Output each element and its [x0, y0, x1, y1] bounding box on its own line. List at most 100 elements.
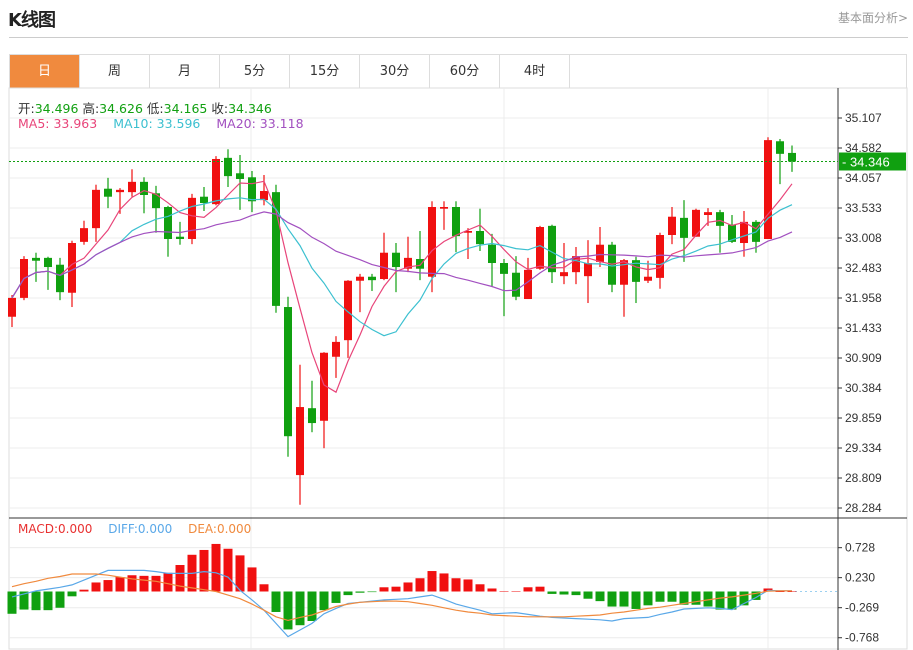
macd-bar-negative [355, 591, 365, 593]
macd-bar-positive [235, 555, 245, 592]
macd-bar-negative [667, 591, 677, 602]
ma5-line [11, 180, 793, 394]
y-tick-label: 30.384 [845, 381, 882, 395]
macd-bar-positive [163, 572, 173, 592]
macd-bar-negative [319, 591, 329, 611]
macd-bar-negative [271, 591, 281, 612]
macd-info: MACD:0.000 DIFF:0.000 DEA:0.000 [18, 522, 251, 536]
tab-30min[interactable]: 30分 [360, 55, 430, 88]
candle-down [284, 307, 292, 437]
period-tabs: 日 周 月 5分 15分 30分 60分 4时 [9, 54, 907, 88]
tab-week[interactable]: 周 [80, 55, 150, 88]
y-tick-label: 33.008 [845, 231, 882, 245]
macd-bar-negative [583, 591, 593, 599]
macd-bar-negative [547, 591, 557, 594]
macd-bar-positive [211, 543, 221, 592]
tab-60min[interactable]: 60分 [430, 55, 500, 88]
macd-bar-positive [403, 582, 413, 592]
candle-up [692, 209, 700, 237]
close-value: 34.346 [228, 101, 272, 116]
macd-bar-negative [43, 591, 53, 611]
macd-bar-negative [331, 591, 341, 603]
macd-bar-positive [415, 578, 425, 592]
macd-y-tick-label: -0.768 [845, 631, 879, 645]
open-label: 开: [18, 101, 35, 116]
y-tick-label: 29.859 [845, 411, 882, 425]
high-label: 高: [82, 101, 100, 116]
macd-bar-negative [715, 591, 725, 610]
macd-bar-positive [523, 587, 533, 592]
divider [9, 37, 908, 38]
candle-down [152, 193, 160, 209]
tab-15min[interactable]: 15分 [290, 55, 360, 88]
macd-bar-positive [91, 582, 101, 592]
candle-down [44, 257, 52, 268]
candle-down [272, 192, 280, 306]
candle-up [704, 212, 712, 215]
candle-down [488, 244, 496, 264]
candle-up [380, 252, 388, 280]
macd-bar-negative [631, 591, 641, 609]
candle-up [128, 181, 136, 193]
low-value: 34.165 [163, 101, 208, 116]
candle-down [164, 206, 172, 240]
candle-up [560, 272, 568, 277]
candle-up [212, 158, 220, 205]
macd-bar-negative [19, 591, 29, 610]
macd-bar-positive [103, 580, 113, 592]
candle-down [776, 141, 784, 154]
macd-bar-negative [607, 591, 617, 607]
ma20-value: MA20: 33.118 [216, 116, 304, 131]
low-label: 低: [146, 101, 164, 116]
dea-line [11, 573, 792, 622]
candle-up [92, 189, 100, 229]
tab-day[interactable]: 日 [10, 55, 80, 88]
macd-bar-positive [199, 549, 209, 592]
macd-bar-positive [127, 575, 137, 592]
macd-bar-negative [295, 591, 305, 626]
candle-up [260, 190, 268, 201]
chart-frame [8, 87, 908, 650]
diff-line [11, 569, 792, 638]
candle-down [416, 259, 424, 269]
macd-bar-positive [379, 587, 389, 592]
candle-up [440, 206, 448, 209]
macd-bar-positive [475, 584, 485, 592]
candle-down [200, 196, 208, 203]
candle-up [740, 221, 748, 244]
tab-4hour[interactable]: 4时 [500, 55, 570, 88]
y-tick-label: 28.809 [845, 471, 882, 485]
y-tick-label: 31.433 [845, 321, 882, 335]
macd-bar-negative [679, 591, 689, 605]
candle-up [620, 260, 628, 285]
fundamental-analysis-link[interactable]: 基本面分析> [837, 11, 908, 25]
macd-bar-negative [571, 591, 581, 596]
candle-up [188, 197, 196, 240]
page-title: K线图 [8, 10, 56, 31]
y-tick-label: 30.909 [845, 351, 882, 365]
dea-value: DEA:0.000 [188, 522, 252, 536]
candle-up [644, 276, 652, 281]
ohlc-info: 开:34.496 高:34.626 低:34.165 收:34.346 [18, 98, 272, 117]
candle-down [368, 276, 376, 281]
diff-value: DIFF:0.000 [108, 522, 173, 536]
candle-up [68, 243, 76, 293]
candle-up [404, 257, 412, 269]
macd-bar-positive [259, 584, 269, 592]
macd-bar-positive [391, 586, 401, 592]
macd-bar-negative [727, 591, 737, 610]
macd-bar-negative [31, 591, 41, 611]
macd-y-tick-label: -0.269 [845, 601, 879, 615]
macd-bar-positive [463, 579, 473, 592]
y-tick-label: 34.582 [845, 141, 882, 155]
candle-down [56, 264, 64, 293]
macd-bar-positive [439, 573, 449, 592]
tab-month[interactable]: 月 [150, 55, 220, 88]
tab-5min[interactable]: 5分 [220, 55, 290, 88]
macd-bar-positive [175, 565, 185, 592]
candle-down [140, 181, 148, 195]
candle-down [512, 272, 520, 297]
candle-down [104, 188, 112, 197]
candle-down [728, 224, 736, 242]
